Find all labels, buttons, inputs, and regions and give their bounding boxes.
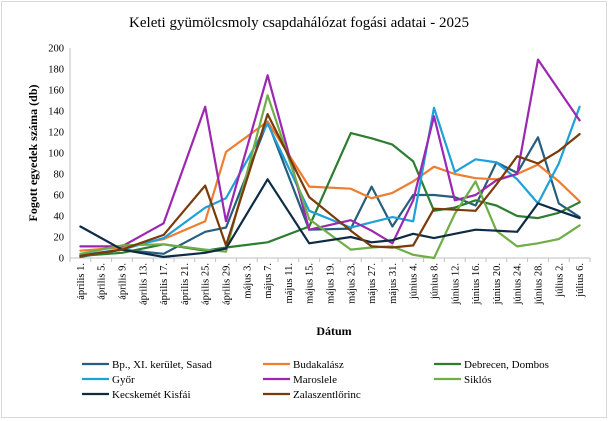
y-tick-label: 20 [54,233,65,244]
legend-label-8: Zalaszentlőrinc [293,389,361,401]
y-tick-label: 0 [59,254,64,265]
y-tick-label: 100 [48,149,64,160]
x-tick-label: június 12. [450,263,461,305]
x-tick-label: június 24. [513,263,524,305]
legend-label-1: Bp., XI. kerület, Sasad [112,359,212,371]
plot-area: 0 20 40 60 80 100 120 140 160 180 200 április 1. ápr… [48,44,591,305]
x-tick-label: április 5. [97,263,108,300]
x-tick-label: április 17. [159,263,170,305]
y-tick-label: 40 [54,212,65,223]
x-tick-label: június 4. [409,263,420,300]
y-tick-label: 140 [48,107,64,118]
y-tick-label: 60 [54,191,65,202]
x-tick-label: június 20. [492,263,503,305]
y-axis-title: Fogott egyedek száma (db) [26,85,40,222]
x-tick-label: május 27. [367,263,378,304]
x-tick-label: május 3. [242,263,253,299]
legend-label-6: Siklós [464,374,492,386]
y-tick-label: 160 [48,86,64,97]
x-tick-label: április 9. [118,263,129,300]
x-tick-label: július 6. [575,263,586,298]
x-tick-label: április 29. [222,263,233,305]
legend-label-2: Budakalász [293,359,344,371]
series-line-7 [79,178,581,258]
series-line-8 [79,112,581,257]
x-tick-label: június 28. [534,263,545,305]
legend-label-3: Debrecen, Dombos [464,359,549,371]
legend-label-4: Győr [112,374,135,386]
x-tick-label: május 11. [284,263,295,303]
x-tick-label: április 13. [138,263,149,305]
y-tick-label: 180 [48,65,64,76]
x-tick-label: május 31. [388,263,399,304]
x-tick-label: május 15. [305,263,316,304]
legend: Bp., XI. kerület, Sasad Budakalász Debrece… [82,359,549,401]
x-tick-label: június 16. [471,263,482,305]
series-line-4 [79,105,581,256]
legend-label-7: Kecskemét Kisfái [112,389,191,401]
x-tick-label: május 23. [346,263,357,304]
x-axis-title: Dátum [316,324,351,338]
x-tick-label: április 25. [201,263,212,305]
y-tick-label: 200 [48,44,64,55]
x-tick-label: április 21. [180,263,191,305]
x-tick-label: május 19. [326,263,337,304]
chart-title: Keleti gyümölcsmoly csapdahálózat fogási… [129,15,469,31]
x-tick-label: június 8. [430,263,441,300]
legend-label-5: Maroslele [293,374,337,386]
y-tick-label: 120 [48,128,64,139]
x-tick-label: április 1. [76,263,87,300]
series-line-5 [79,58,581,248]
x-tick-label: július 2. [554,263,565,298]
y-tick-label: 80 [54,170,65,181]
x-tick-label: május 7. [263,263,274,299]
